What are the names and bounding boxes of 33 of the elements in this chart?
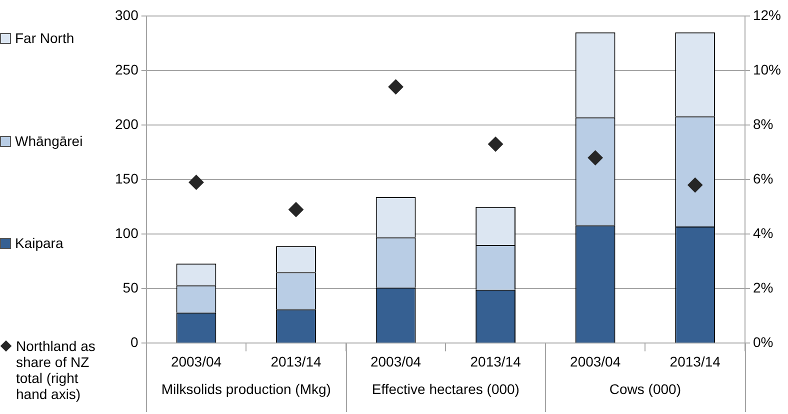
text: Cows (000) xyxy=(609,381,682,398)
y2-tick-label: 0% xyxy=(752,334,774,350)
x-tick-label: 2003/04 xyxy=(570,353,621,370)
legend-label: Whāngārei xyxy=(15,132,83,149)
legend-label: Kaipara xyxy=(15,235,64,252)
y-tick-label: 250 xyxy=(115,61,139,78)
text: Effective hectares (000) xyxy=(372,381,520,398)
y2-tick-label: 2% xyxy=(752,280,774,296)
point xyxy=(488,136,504,152)
x-tick-label: 2003/04 xyxy=(370,353,422,370)
legend-label: Northland as share of NZ total (right hand axis) xyxy=(16,338,96,402)
text: Milksolids production (Mkg) xyxy=(161,381,331,398)
x-tick-label: 2013/14 xyxy=(670,353,721,370)
legend-label: Far North xyxy=(15,30,74,46)
y-tick-label: 150 xyxy=(115,170,139,186)
y-tick-label: 300 xyxy=(115,6,139,23)
point xyxy=(288,202,304,218)
y2-tick-label: 12% xyxy=(752,6,782,23)
point xyxy=(588,150,603,166)
y-tick-label: 0 xyxy=(130,334,139,350)
point xyxy=(188,174,204,190)
y2-tick-label: 4% xyxy=(752,224,774,241)
y-tick-label: 100 xyxy=(115,224,139,241)
x-tick-label: 2013/14 xyxy=(470,353,522,370)
y2-tick-label: 8% xyxy=(752,116,774,132)
y2-tick-label: 6% xyxy=(752,170,774,186)
point xyxy=(388,79,404,94)
y2-tick-label: 10% xyxy=(752,61,782,78)
y-tick-label: 200 xyxy=(115,116,139,132)
x-tick-label: 2003/04 xyxy=(170,353,222,370)
point xyxy=(688,178,703,193)
x-tick-label: 2013/14 xyxy=(270,353,322,370)
y-tick-label: 50 xyxy=(122,280,139,296)
